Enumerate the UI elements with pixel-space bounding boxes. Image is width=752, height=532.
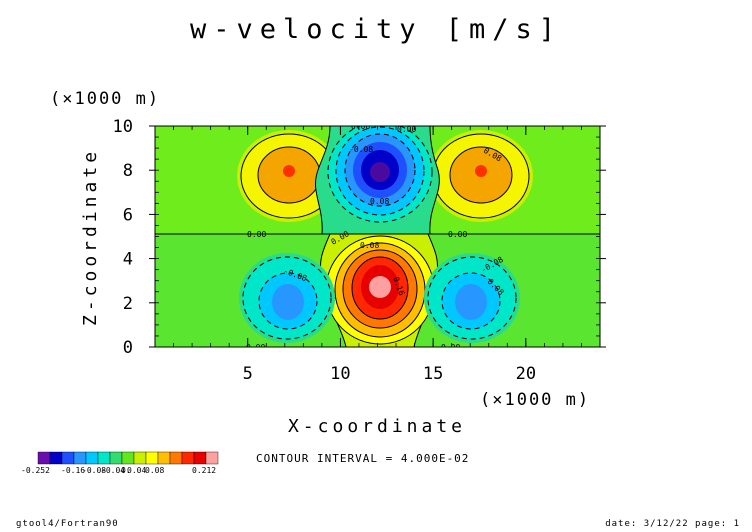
- colorbar: [37, 451, 219, 465]
- colorbar-swatch: [85, 451, 99, 465]
- lower-center-cell: [319, 233, 439, 347]
- colorbar-tick-label: 0.04: [127, 466, 146, 475]
- contour-label: 0.00: [246, 343, 265, 352]
- x-tick-label: 20: [516, 364, 536, 384]
- contour-interval-text: CONTOUR INTERVAL = 4.000E-02: [256, 452, 469, 465]
- colorbar-labels: -0.252 -0.16 -0.08 -0.04 0. 0.04 0.08 0.…: [21, 466, 216, 475]
- colorbar-tick-label: -0.16: [61, 466, 85, 475]
- x-axis-title: X-coordinate: [288, 416, 466, 437]
- footer-right: date: 3/12/22 page: 1: [605, 519, 740, 529]
- colorbar-swatch: [61, 451, 75, 465]
- colorbar-swatch: [181, 451, 195, 465]
- contour-label: 0.00: [397, 125, 416, 134]
- x-tick-label: 15: [423, 364, 443, 384]
- y-tick-label: 8: [123, 161, 133, 181]
- lower-right-cell: [424, 253, 520, 343]
- upper-right-cell: [429, 130, 533, 222]
- upper-left-cell: [237, 130, 341, 222]
- colorbar-swatch: [73, 451, 87, 465]
- y-tick-label: 2: [123, 294, 133, 314]
- colorbar-tick-label: -0.04: [101, 466, 125, 475]
- colorbar-swatch: [133, 451, 147, 465]
- colorbar-swatch: [193, 451, 207, 465]
- contour-label: 0.00: [247, 230, 266, 239]
- upper-center-cell: [315, 126, 440, 235]
- colorbar-swatch: [205, 451, 219, 465]
- colorbar-tick-label: -0.08: [82, 466, 106, 475]
- y-axis-title: Z-coordinate: [80, 148, 101, 326]
- footer-left: gtool4/Fortran90: [16, 519, 119, 529]
- colorbar-swatch: [109, 451, 123, 465]
- contour-label: 0.00: [448, 230, 467, 239]
- chart-title: w-velocity [m/s]: [190, 14, 562, 45]
- y-tick-label: 6: [123, 205, 133, 225]
- contour-label: 0.08: [370, 197, 389, 206]
- colorbar-tick-label: 0.212: [192, 466, 216, 475]
- y-tick-label: 0: [123, 338, 133, 358]
- colorbar-swatch: [121, 451, 135, 465]
- y-unit-label: (×1000 m): [50, 89, 160, 109]
- y-tick-label: 10: [113, 117, 133, 137]
- contour-label: 0.00: [441, 343, 460, 352]
- lower-left-cell: [239, 253, 335, 343]
- colorbar-swatch: [49, 451, 63, 465]
- axes-layer: 5 10 15 20 0 2 4 6 8 10: [113, 117, 606, 384]
- contour-label: 0.08: [360, 241, 379, 250]
- contour-label: 0.00: [351, 122, 370, 131]
- colorbar-swatch: [145, 451, 159, 465]
- colorbar-swatch: [157, 451, 171, 465]
- colorbar-swatch: [97, 451, 111, 465]
- contour-label: -0.08: [349, 145, 373, 154]
- x-tick-label: 5: [243, 364, 253, 384]
- plot-area: 0.00 0.00 0.00 0.00 0.00 0.00 0.00 -0.08…: [155, 122, 600, 352]
- colorbar-swatch: [37, 451, 51, 465]
- colorbar-tick-label: 0.: [121, 466, 131, 475]
- colorbar-tick-label: 0.08: [145, 466, 164, 475]
- x-tick-label: 10: [330, 364, 350, 384]
- colorbar-tick-label: -0.252: [21, 466, 50, 475]
- y-tick-label: 4: [123, 250, 133, 270]
- x-unit-label: (×1000 m): [480, 390, 590, 410]
- colorbar-swatch: [169, 451, 183, 465]
